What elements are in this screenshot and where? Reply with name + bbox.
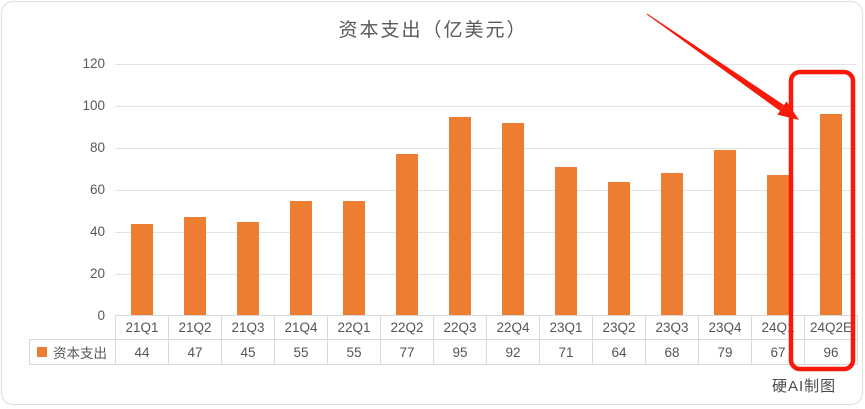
category-cell: 21Q1 bbox=[115, 315, 169, 340]
category-cell: 23Q3 bbox=[645, 315, 699, 340]
gridline bbox=[115, 105, 857, 107]
bar bbox=[501, 122, 524, 316]
legend-series-label: 资本支出 bbox=[53, 346, 107, 361]
bar bbox=[289, 200, 312, 316]
value-cell: 45 bbox=[221, 339, 275, 365]
y-tick-label: 20 bbox=[89, 266, 105, 281]
bar bbox=[395, 154, 418, 316]
bar bbox=[607, 181, 630, 316]
bar bbox=[448, 116, 471, 316]
gridline bbox=[115, 147, 857, 149]
value-cell: 79 bbox=[698, 339, 752, 365]
y-tick-label: 120 bbox=[82, 56, 105, 71]
value-cell: 64 bbox=[592, 339, 646, 365]
value-cell: 55 bbox=[274, 339, 328, 365]
value-cell: 44 bbox=[115, 339, 169, 365]
category-cell: 21Q4 bbox=[274, 315, 328, 340]
gridline bbox=[115, 231, 857, 233]
category-cell: 23Q4 bbox=[698, 315, 752, 340]
category-cell: 21Q2 bbox=[168, 315, 222, 340]
value-cell: 67 bbox=[751, 339, 805, 365]
value-cell: 92 bbox=[486, 339, 540, 365]
bar bbox=[766, 175, 789, 316]
category-cell: 24Q1 bbox=[751, 315, 805, 340]
bar bbox=[236, 221, 259, 316]
bar bbox=[183, 217, 206, 316]
bar bbox=[660, 173, 683, 316]
y-tick-label: 60 bbox=[89, 182, 105, 197]
value-cell: 71 bbox=[539, 339, 593, 365]
category-cell: 22Q2 bbox=[380, 315, 434, 340]
credit-label: 硬AI制图 bbox=[772, 378, 837, 395]
category-cell: 21Q3 bbox=[221, 315, 275, 340]
gridline bbox=[115, 273, 857, 275]
category-cell: 22Q1 bbox=[327, 315, 381, 340]
category-cell: 22Q3 bbox=[433, 315, 487, 340]
value-cell: 68 bbox=[645, 339, 699, 365]
chart-title: 资本支出（亿美元） bbox=[338, 20, 528, 41]
y-tick-label: 100 bbox=[82, 98, 105, 113]
legend-cell: 资本支出 bbox=[29, 339, 116, 365]
category-cell: 24Q2E bbox=[804, 315, 858, 340]
category-cell: 23Q1 bbox=[539, 315, 593, 340]
y-tick-label: 0 bbox=[97, 308, 105, 323]
gridline bbox=[115, 189, 857, 191]
value-cell: 55 bbox=[327, 339, 381, 365]
bar bbox=[713, 150, 736, 316]
value-cell: 96 bbox=[804, 339, 858, 365]
value-cell: 47 bbox=[168, 339, 222, 365]
category-cell: 22Q4 bbox=[486, 315, 540, 340]
value-cell: 77 bbox=[380, 339, 434, 365]
value-cell: 95 bbox=[433, 339, 487, 365]
y-tick-label: 80 bbox=[89, 140, 105, 155]
bar bbox=[130, 223, 153, 316]
category-cell: 23Q2 bbox=[592, 315, 646, 340]
y-tick-label: 40 bbox=[89, 224, 105, 239]
legend-swatch-icon bbox=[37, 347, 47, 357]
bar bbox=[554, 166, 577, 316]
bar bbox=[342, 200, 365, 316]
bar bbox=[819, 114, 842, 316]
gridline bbox=[115, 63, 857, 65]
